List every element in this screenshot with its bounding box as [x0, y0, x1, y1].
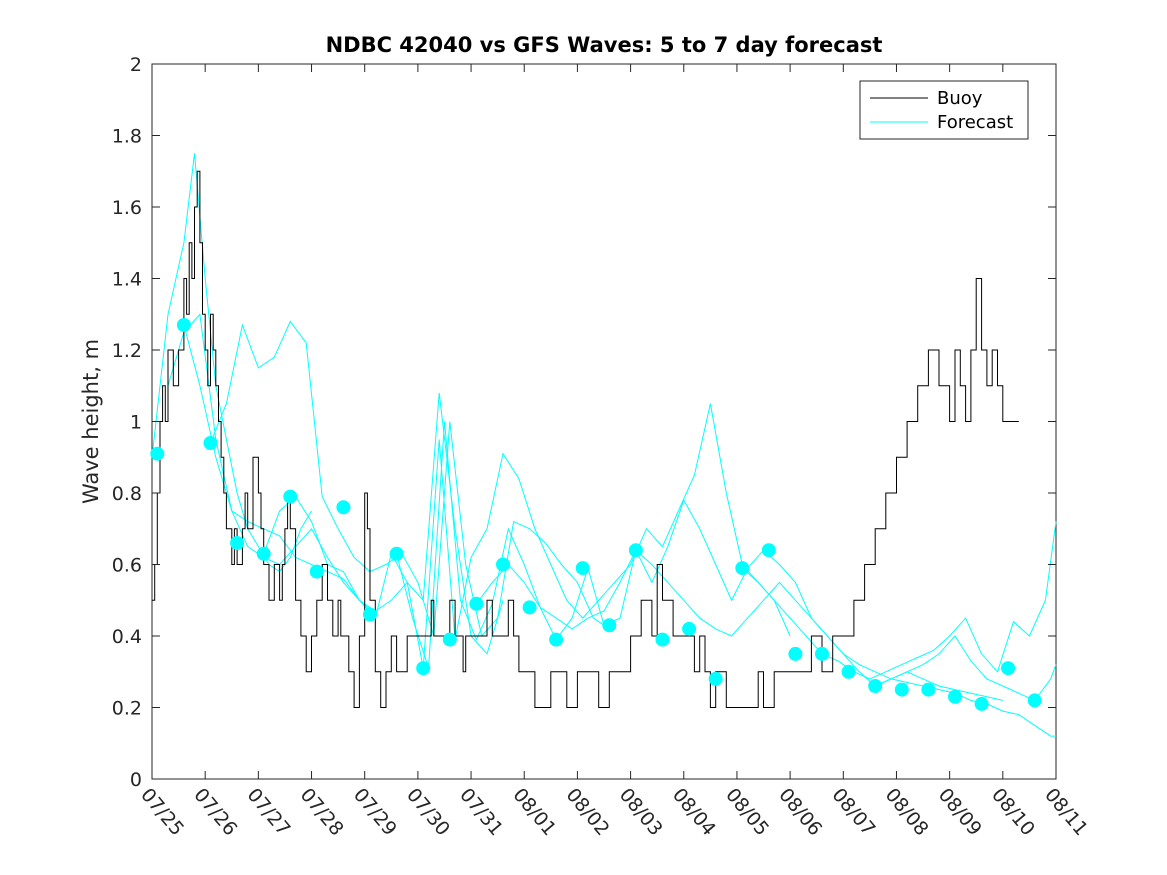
- forecast-point: [708, 671, 723, 686]
- forecast-point: [283, 489, 298, 504]
- forecast-point: [416, 661, 431, 676]
- forecast-point: [522, 600, 537, 615]
- forecast-point: [363, 607, 377, 622]
- forecast-point: [1027, 693, 1042, 708]
- forecast-line: [210, 320, 610, 638]
- y-tick-label: 0.4: [112, 626, 142, 648]
- forecast-point: [974, 696, 989, 711]
- y-tick-label: 1.4: [112, 269, 142, 291]
- plot-area: [151, 63, 1057, 780]
- buoy-series: [152, 170, 1019, 708]
- forecast-point: [389, 546, 404, 561]
- forecast-point: [761, 543, 776, 558]
- buoy-line: [152, 170, 1019, 708]
- forecast-point: [442, 632, 457, 647]
- forecast-point: [788, 646, 803, 661]
- forecast-point: [602, 618, 617, 633]
- forecast-point: [575, 561, 590, 576]
- y-axis: 0 0.2 0.4 0.6 0.8 1 1.2 1.4 1.6 1.8 2: [112, 54, 1056, 791]
- forecast-point: [336, 500, 351, 515]
- forecast-point: [948, 689, 962, 704]
- y-tick-label: 1.2: [112, 340, 142, 362]
- forecast-line: [263, 403, 791, 669]
- forecast-line: [741, 521, 1057, 680]
- forecast-point: [628, 543, 643, 558]
- y-tick-label: 1: [130, 412, 142, 434]
- y-tick-label: 0: [130, 769, 142, 791]
- forecast-point: [203, 436, 218, 450]
- forecast-point: [682, 621, 697, 636]
- forecast-line: [475, 549, 1056, 737]
- forecast-series-lines: [151, 153, 1057, 737]
- forecast-point: [921, 682, 936, 697]
- y-tick-label: 0.6: [112, 555, 142, 577]
- chart-title: NDBC 42040 vs GFS Waves: 5 to 7 day fore…: [326, 33, 883, 57]
- forecast-point: [230, 536, 245, 550]
- forecast-point: [735, 561, 750, 576]
- forecast-point: [176, 318, 191, 332]
- forecast-point: [549, 632, 564, 647]
- y-tick-label: 1.6: [112, 197, 142, 219]
- legend-forecast-label: Forecast: [937, 112, 1013, 133]
- y-tick-label: 0.2: [112, 698, 142, 720]
- legend-buoy-label: Buoy: [937, 88, 983, 109]
- forecast-line: [167, 313, 376, 615]
- y-axis-label: Wave height, m: [79, 339, 103, 504]
- forecast-point: [894, 682, 909, 697]
- forecast-line: [151, 153, 312, 573]
- forecast-point: [841, 664, 856, 679]
- forecast-point: [150, 446, 165, 461]
- y-tick-label: 2: [130, 54, 142, 76]
- forecast-point: [1001, 661, 1016, 676]
- forecast-series-dots: [150, 318, 1042, 711]
- forecast-point: [655, 632, 670, 647]
- forecast-point: [309, 564, 324, 579]
- y-tick-label: 0.8: [112, 483, 142, 505]
- forecast-point: [496, 557, 510, 572]
- forecast-point: [256, 546, 271, 561]
- forecast-point: [469, 596, 484, 611]
- legend: Buoy Forecast: [859, 80, 1029, 140]
- y-tick-label: 1.8: [112, 126, 142, 148]
- legend-box: [859, 80, 1029, 140]
- forecast-point: [815, 646, 829, 661]
- forecast-point: [868, 679, 883, 693]
